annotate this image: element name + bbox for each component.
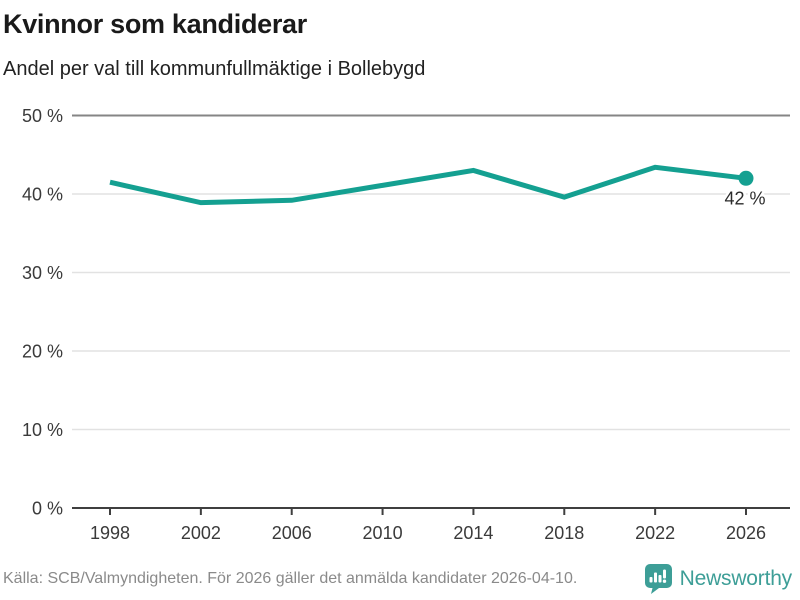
- newsworthy-logo-icon: [644, 564, 672, 594]
- chart-title: Kvinnor som kandiderar: [3, 9, 307, 39]
- end-point-marker: [738, 170, 754, 186]
- y-tick-label: 50 %: [22, 106, 63, 126]
- page-footer: Källa: SCB/Valmyndigheten. För 2026 gäll…: [3, 562, 792, 595]
- x-tick-label: 2002: [181, 523, 221, 543]
- y-tick-label: 30 %: [22, 263, 63, 283]
- source-note: Källa: SCB/Valmyndigheten. För 2026 gäll…: [3, 569, 578, 587]
- x-tick-label: 2026: [726, 523, 766, 543]
- line-chart: 0 % 10 % 20 % 30 % 40 % 50 % 1998 2002 2006 2010 2…: [0, 100, 800, 560]
- newsworthy-brand: Newsworthy: [642, 562, 792, 595]
- y-tick-label: 10 %: [22, 420, 63, 440]
- y-tick-label: 40 %: [22, 185, 63, 205]
- y-tick-label: 20 %: [22, 342, 63, 362]
- series-line: [109, 164, 747, 206]
- x-tick-label: 2022: [635, 523, 675, 543]
- x-tick-label: 2006: [272, 523, 312, 543]
- y-tick-label: 0 %: [32, 499, 63, 519]
- x-tick-label: 2010: [363, 523, 403, 543]
- x-tick-label: 2014: [453, 523, 493, 543]
- x-tick-label: 2018: [544, 523, 584, 543]
- end-value-label: 42 %: [724, 188, 765, 208]
- x-tick-label: 1998: [90, 523, 130, 543]
- chart-subtitle: Andel per val till kommunfullmäktige i B…: [3, 57, 426, 80]
- newsworthy-wordmark: Newsworthy: [679, 566, 793, 590]
- chart-header: Kvinnor som kandiderar Andel per val til…: [0, 0, 800, 81]
